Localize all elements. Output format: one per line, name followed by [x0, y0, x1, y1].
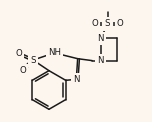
Text: N: N	[98, 56, 104, 65]
Text: O: O	[19, 66, 26, 75]
Text: N: N	[98, 34, 104, 43]
Text: O: O	[92, 19, 98, 28]
Text: O: O	[117, 19, 124, 28]
Text: O: O	[16, 49, 23, 58]
Text: S: S	[30, 56, 36, 65]
Text: NH: NH	[48, 48, 61, 57]
Text: S: S	[105, 19, 110, 28]
Text: N: N	[73, 75, 79, 84]
